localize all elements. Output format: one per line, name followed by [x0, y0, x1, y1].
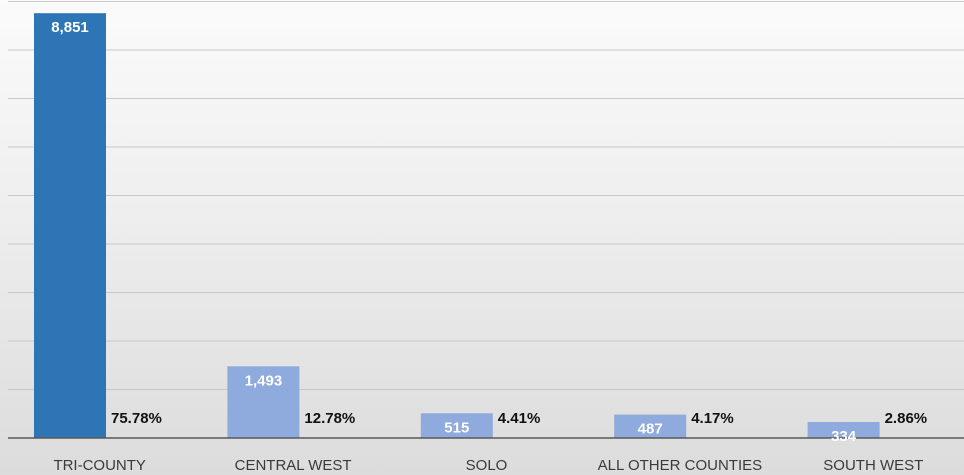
bar-percent-label: 12.78% [304, 410, 355, 427]
bar [227, 366, 300, 438]
gridlines [8, 1, 964, 390]
bar-value-label: 1,493 [245, 372, 283, 389]
bar [34, 13, 106, 438]
bar-value-label: 515 [444, 419, 469, 436]
category-label: SOLO [466, 457, 508, 474]
bar [614, 414, 687, 438]
bars [34, 13, 880, 438]
bar [807, 422, 880, 438]
bar-percent-label: 4.17% [691, 410, 734, 427]
bar [420, 413, 493, 438]
bar-value-label: 487 [638, 421, 663, 438]
labels: 8,851 75.78% TRI-COUNTY 1,493 12.78% CENTRAL … [51, 19, 927, 474]
category-label: TRI-COUNTY [53, 457, 146, 474]
bar-percent-label: 2.86% [885, 410, 928, 427]
category-label: SOUTH WEST [823, 457, 923, 474]
bar-value-label: 8,851 [51, 19, 89, 36]
bar-percent-label: 4.41% [498, 410, 541, 427]
category-label: ALL OTHER COUNTIES [598, 457, 762, 474]
bar-percent-label: 75.78% [111, 410, 162, 427]
bar-value-label: 334 [831, 428, 857, 445]
category-label: CENTRAL WEST [235, 457, 352, 474]
